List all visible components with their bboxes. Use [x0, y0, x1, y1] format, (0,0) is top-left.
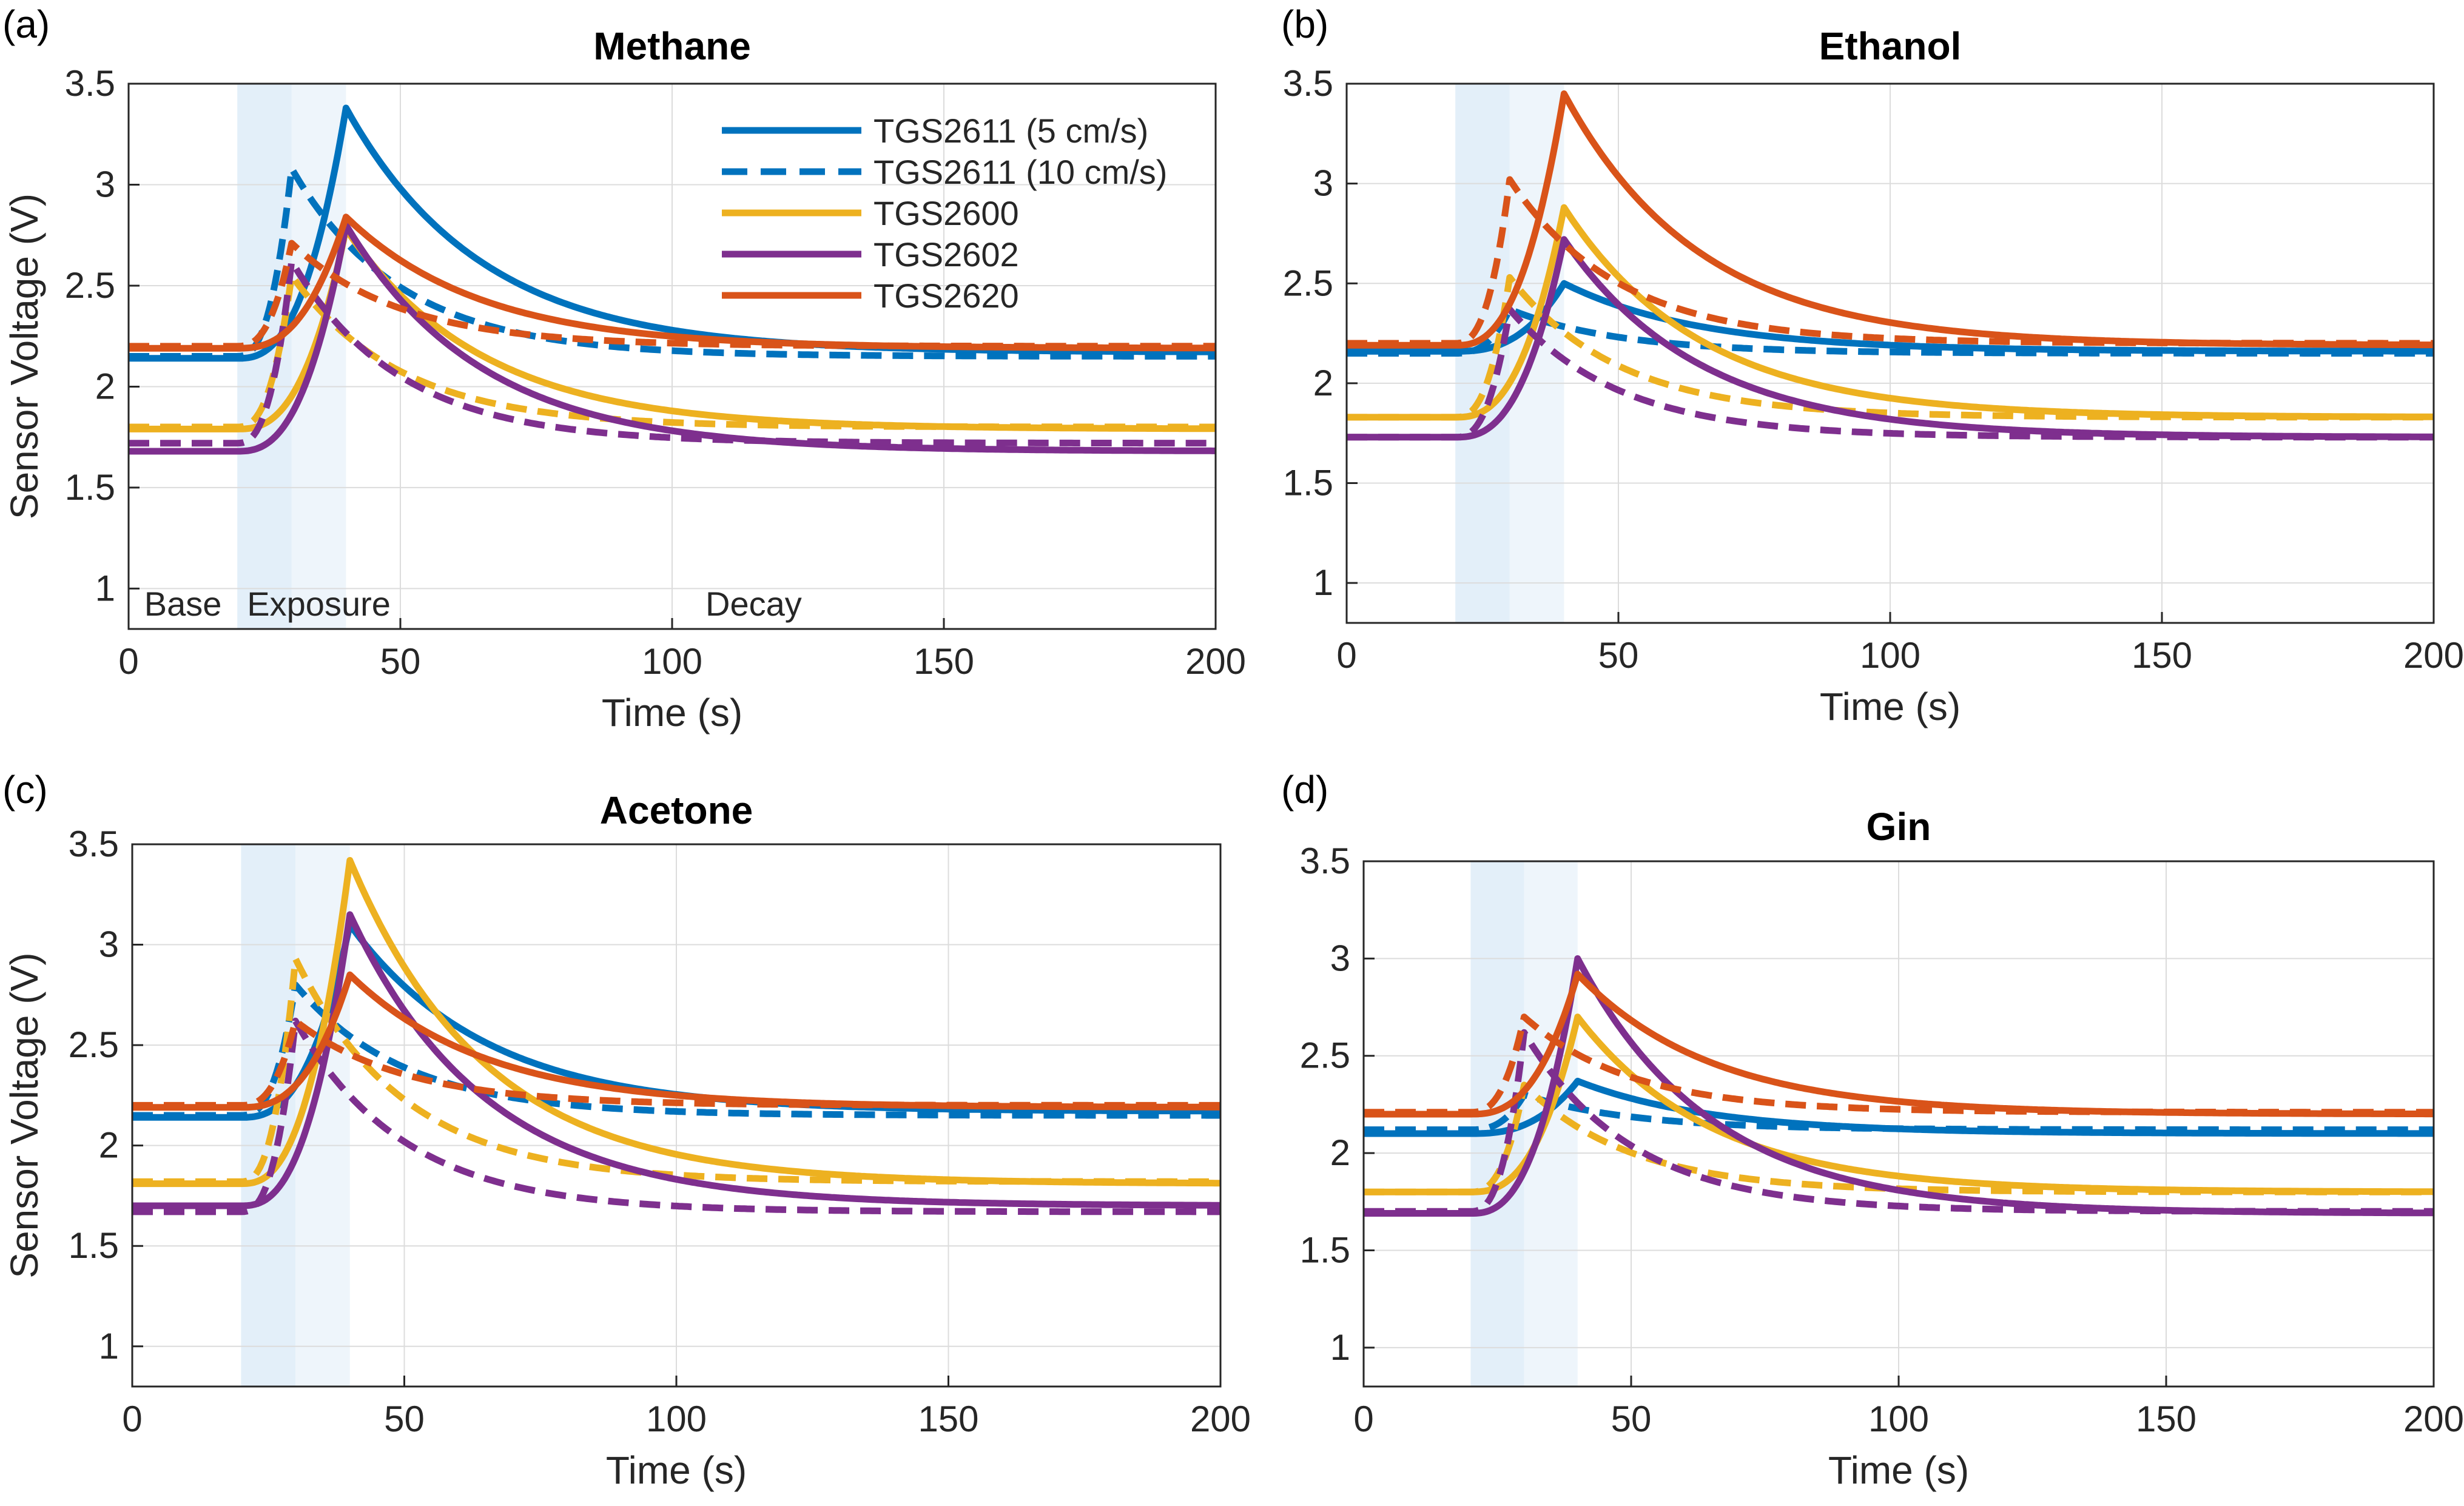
series-line-tgs2600-solid [128, 226, 1216, 432]
x-tick-label: 0 [1336, 635, 1356, 676]
series-line-tgs2600-dashed [128, 272, 1216, 431]
x-tick-label: 100 [1860, 635, 1920, 676]
phase-label: Decay [705, 585, 802, 623]
series-line-tgs2602-solid [1346, 236, 2434, 441]
y-axis-label: Sensor Voltage (V) [2, 193, 46, 519]
legend-label: TGS2611 (10 cm/s) [874, 153, 1167, 191]
panel-label: (b) [1281, 2, 1328, 46]
series-line-tgs2602-dashed [132, 1017, 1221, 1215]
series-line-tgs2620-dashed [128, 240, 1216, 350]
chart-title: Methane [593, 24, 751, 68]
y-tick-label: 2 [99, 1125, 119, 1166]
x-tick-label: 50 [1611, 1399, 1652, 1439]
x-axis-label: Time (s) [1820, 685, 1961, 728]
series-line-tgs2620-dashed [1362, 1014, 2435, 1116]
y-tick-label: 1 [1313, 562, 1333, 603]
panel-1: 0 50 100 150 200 1 1.5 2 2.5 3 3.5 Ethanol (b) Time (… [1281, 2, 2464, 728]
y-tick-label: 3 [99, 924, 119, 965]
y-tick-label: 1 [1330, 1327, 1350, 1368]
series-line-tgs2602-solid [132, 911, 1221, 1209]
chart-title: Gin [1867, 805, 1931, 849]
series-line-tgs2620-solid [132, 971, 1221, 1111]
series-line-tgs2602-solid [1362, 955, 2435, 1217]
y-tick-label: 3 [1313, 163, 1333, 204]
series-line-tgs2611-dashed [132, 981, 1221, 1119]
x-axis-label: Time (s) [602, 691, 742, 735]
series-line-tgs2620-dashed [1346, 176, 2434, 347]
y-tick-label: 2.5 [1300, 1035, 1350, 1076]
x-axis-label: Time (s) [1828, 1448, 1969, 1492]
phase-label: Base [144, 585, 222, 623]
phase-label: Exposure [247, 585, 391, 623]
x-tick-label: 100 [1868, 1399, 1929, 1439]
legend-label: TGS2620 [874, 277, 1019, 315]
y-tick-label: 2.5 [69, 1024, 119, 1065]
y-axis-label: Sensor Voltage (V) [2, 952, 46, 1278]
y-tick-label: 3.5 [65, 63, 115, 104]
series-line-tgs2611-dashed [1346, 306, 2434, 357]
x-tick-label: 200 [1185, 641, 1246, 682]
series-line-tgs2611-dashed [128, 165, 1216, 360]
panel-2: 0 50 100 150 200 1 1.5 2 2.5 3 3.5 Acetone (c) Time (… [2, 768, 1251, 1492]
x-tick-label: 50 [384, 1399, 425, 1439]
y-tick-label: 2 [95, 366, 115, 406]
y-tick-label: 3.5 [1300, 841, 1350, 881]
chart-title: Ethanol [1819, 24, 1962, 68]
x-tick-label: 100 [642, 641, 702, 682]
x-tick-label: 50 [380, 641, 421, 682]
series-line-tgs2620-solid [1362, 970, 2435, 1118]
x-tick-label: 0 [122, 1399, 142, 1439]
y-tick-label: 1.5 [1300, 1229, 1350, 1270]
y-tick-label: 3.5 [69, 824, 119, 864]
legend-label: TGS2611 (5 cm/s) [874, 112, 1148, 150]
y-tick-label: 1.5 [65, 467, 115, 508]
panel-0: 0 50 100 150 200 1 1.5 2 2.5 3 3.5 Methane (a) Time (… [2, 2, 1246, 735]
y-tick-label: 1.5 [1283, 463, 1333, 503]
x-tick-label: 200 [2403, 1399, 2464, 1439]
panel-3: 0 50 100 150 200 1 1.5 2 2.5 3 3.5 Gin (d) Time (s) [1281, 768, 2464, 1492]
y-tick-label: 1 [99, 1326, 119, 1366]
panel-label: (c) [2, 768, 48, 812]
x-tick-label: 150 [2136, 1399, 2196, 1439]
legend: TGS2611 (5 cm/s)TGS2611 (10 cm/s)TGS2600… [722, 112, 1167, 315]
y-tick-label: 3 [95, 164, 115, 204]
x-tick-label: 200 [1190, 1399, 1251, 1439]
x-tick-label: 150 [918, 1399, 978, 1439]
x-tick-label: 200 [2403, 635, 2464, 676]
y-tick-label: 3.5 [1283, 63, 1333, 104]
y-tick-label: 2 [1313, 363, 1333, 403]
x-tick-label: 100 [646, 1399, 707, 1439]
series-line-tgs2600-dashed [1346, 274, 2434, 421]
series-line-tgs2602-dashed [1346, 306, 2434, 441]
y-tick-label: 1 [95, 568, 115, 608]
x-tick-label: 50 [1598, 635, 1639, 676]
y-tick-label: 2.5 [1283, 263, 1333, 303]
series-line-tgs2602-solid [128, 221, 1216, 455]
panel-label: (d) [1281, 768, 1328, 812]
series-line-tgs2620-dashed [132, 1017, 1221, 1109]
chart-title: Acetone [600, 788, 753, 832]
x-tick-label: 150 [2132, 635, 2192, 676]
legend-label: TGS2600 [874, 194, 1019, 232]
panel-label: (a) [2, 2, 50, 46]
series-line-tgs2600-dashed [132, 955, 1221, 1185]
x-tick-label: 0 [118, 641, 138, 682]
x-tick-label: 0 [1353, 1399, 1373, 1439]
y-tick-label: 3 [1330, 938, 1350, 978]
y-tick-label: 1.5 [69, 1225, 119, 1266]
x-tick-label: 150 [914, 641, 974, 682]
y-tick-label: 2 [1330, 1132, 1350, 1173]
x-axis-label: Time (s) [606, 1448, 747, 1492]
legend-label: TGS2602 [874, 235, 1019, 274]
y-tick-label: 2.5 [65, 265, 115, 306]
series-line-tgs2602-dashed [128, 258, 1216, 447]
